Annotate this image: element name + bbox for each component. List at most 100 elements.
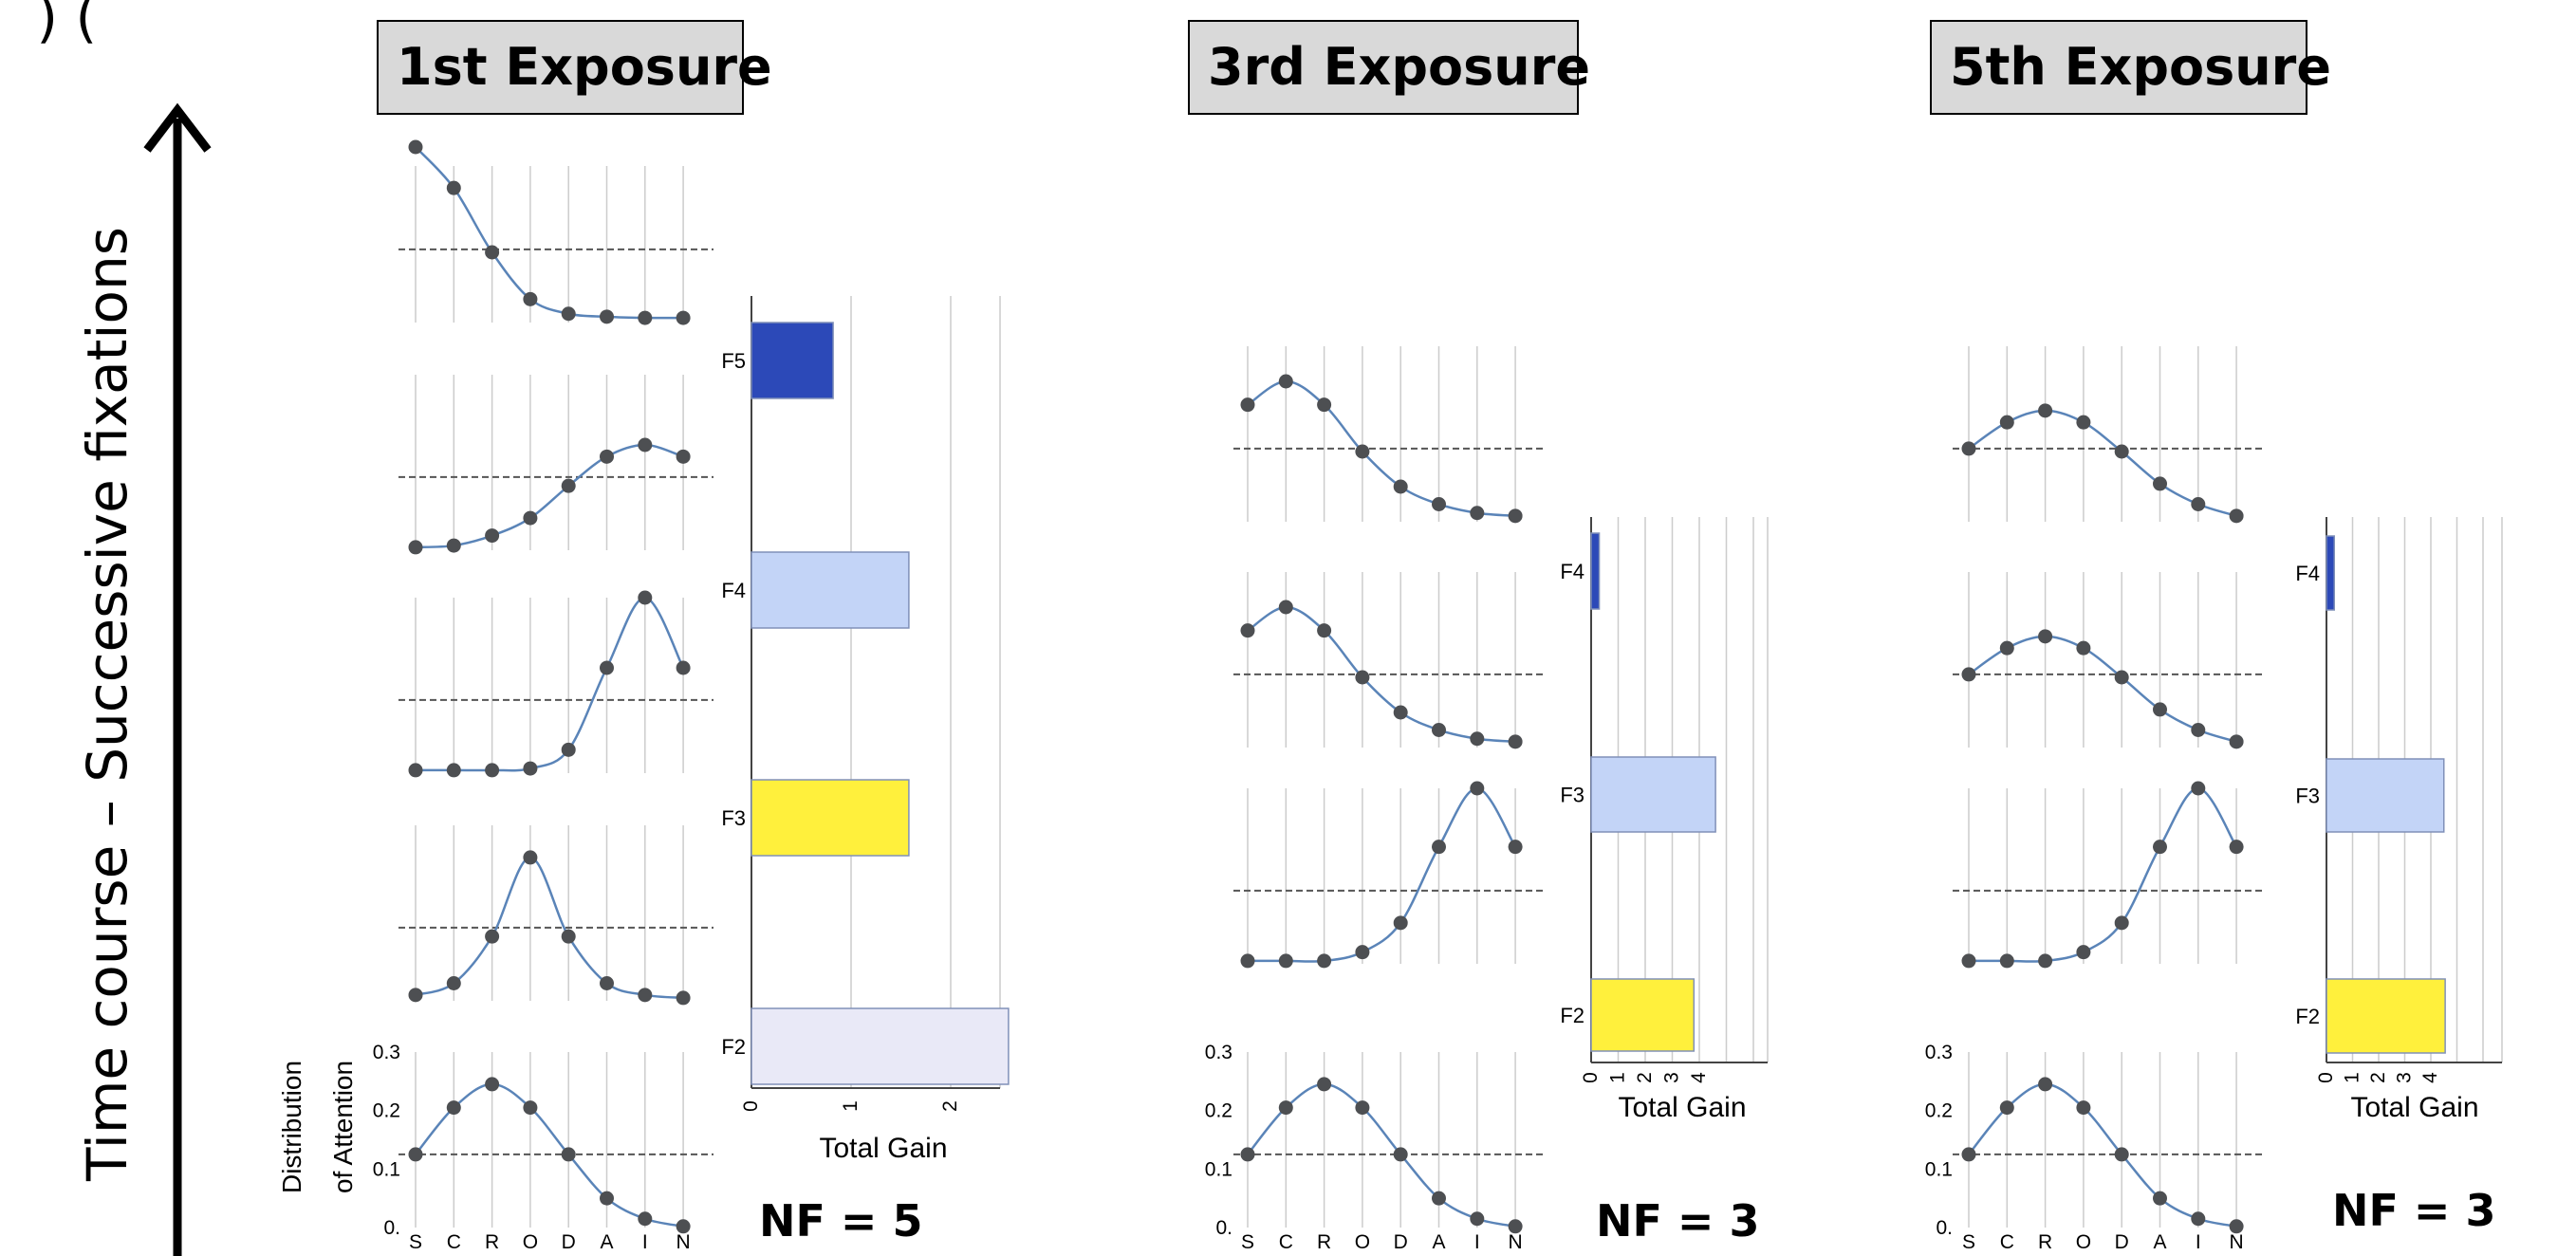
x-tick-label: O (523, 1231, 538, 1253)
data-point (485, 528, 500, 544)
attention-curve (1968, 786, 2238, 963)
bar-x-tick-label: 3 (2394, 1072, 2416, 1083)
gain-bar-f4 (2326, 535, 2335, 611)
data-point (2153, 840, 2167, 855)
data-point (1317, 623, 1332, 638)
data-point (2114, 1147, 2129, 1162)
bar-category-label: F3 (2295, 785, 2320, 808)
x-tick-label: N (2230, 1231, 2244, 1253)
data-point (638, 988, 653, 1003)
fixation-subplot-f4 (398, 375, 713, 555)
bar-x-tick-label: 1 (2342, 1072, 2363, 1083)
data-point (1470, 506, 1485, 521)
attention-curve (415, 443, 684, 549)
bar-category-label: F3 (721, 806, 746, 830)
bar-x-tick-label: 4 (1688, 1072, 1710, 1083)
x-tick-label: R (1317, 1231, 1331, 1253)
y-axis-label-line2: of Attention (328, 1061, 358, 1193)
nf-label: NF = 5 (759, 1195, 923, 1247)
bar-category-label: F4 (1560, 560, 1585, 583)
y-tick-label: 0.2 (1205, 1100, 1232, 1122)
nf-label: NF = 3 (1596, 1195, 1760, 1247)
panel-1: 1st Exposure S C R O D A I N 0. 0.1 0.2 0.3 Distribut… (277, 20, 1010, 1253)
bar-x-tick-label: 2 (2367, 1072, 2389, 1083)
panel-3: 5th Exposure S C R O D A I N 0. 0.1 0.2 0.3 F4 F3 F2 0 1 2… (1925, 20, 2503, 1253)
x-tick-label: S (1241, 1231, 1254, 1253)
x-tick-label: A (1432, 1231, 1445, 1253)
x-tick-label: C (2000, 1231, 2014, 1253)
data-point (2191, 497, 2206, 511)
bar-category-label: F4 (721, 579, 746, 602)
data-point (446, 180, 461, 195)
data-point (1961, 953, 1976, 969)
data-point (408, 1147, 423, 1162)
data-point (600, 449, 614, 464)
data-point (1961, 441, 1976, 456)
x-tick-label: D (562, 1231, 576, 1253)
data-point (2076, 640, 2091, 656)
panel-title-box (1930, 20, 2307, 115)
axis-title: Time course – Successive fixations (75, 227, 139, 1182)
data-point (1999, 1100, 2014, 1116)
data-point (1999, 415, 2014, 430)
data-point (600, 1191, 614, 1206)
header-fragment: ) ( (19, 0, 97, 49)
y-tick-label: 0.3 (1205, 1042, 1232, 1063)
data-point (2153, 1191, 2167, 1206)
fixation-subplot-f3 (398, 590, 713, 778)
data-point (1432, 497, 1446, 511)
bar-x-tick-label: 0 (2315, 1072, 2337, 1083)
data-point (1240, 623, 1255, 638)
data-point (561, 929, 576, 944)
x-tick-label: S (409, 1231, 422, 1253)
bar-category-label: F2 (721, 1035, 746, 1059)
data-point (2229, 840, 2244, 855)
fixation-subplot-f1 (1233, 1052, 1547, 1234)
data-point (446, 1100, 461, 1116)
x-tick-label: I (1474, 1231, 1480, 1253)
x-tick-label: C (447, 1231, 461, 1253)
bar-category-label: F4 (2295, 562, 2320, 585)
data-point (1999, 953, 2014, 969)
fixation-subplot-f2 (1233, 781, 1547, 969)
data-point (2191, 1211, 2206, 1227)
x-tick-label: C (1279, 1231, 1293, 1253)
attention-curve (415, 146, 684, 320)
data-point (485, 929, 500, 944)
data-point (2191, 781, 2206, 796)
data-point (485, 245, 500, 260)
x-tick-label: R (485, 1231, 499, 1253)
time-axis-arrow (143, 102, 212, 1256)
fixation-subplot-f1 (1953, 1052, 2266, 1234)
bar-x-tick-label: 0 (1580, 1072, 1602, 1083)
data-point (2114, 444, 2129, 459)
fixation-subplot-f5 (398, 139, 713, 325)
bar-x-tick-label: 2 (939, 1100, 961, 1112)
x-tick-label: A (600, 1231, 613, 1253)
data-point (676, 990, 691, 1006)
data-point (600, 660, 614, 675)
bar-x-axis-label: Total Gain (819, 1133, 947, 1164)
fixation-subplot-f2 (1953, 781, 2266, 969)
panel-2: 3rd Exposure S C R O D A I N 0. 0.1 0.2 0.3 F4 F3 F2 0 1 2… (1188, 20, 1769, 1253)
data-point (446, 763, 461, 778)
data-point (523, 1100, 538, 1116)
gain-bar-f5 (751, 322, 834, 399)
data-point (408, 763, 423, 778)
fixation-subplot-f3 (1953, 572, 2266, 749)
bar-x-tick-label: 0 (740, 1100, 762, 1112)
data-point (2153, 476, 2167, 491)
gain-bar-f2 (1590, 978, 1696, 1052)
gain-bar-f2 (751, 1007, 1010, 1085)
data-point (1508, 1219, 1523, 1234)
attention-curve (415, 856, 684, 1000)
fixation-subplot-f2 (398, 825, 713, 1006)
data-point (523, 850, 538, 865)
total-gain-chart: F5 F4 F3 F2 0 1 2 Total Gain (721, 296, 1010, 1164)
data-point (523, 761, 538, 776)
y-tick-label: 0. (383, 1217, 400, 1239)
data-point (1240, 1147, 1255, 1162)
data-point (2076, 415, 2091, 430)
gain-bar-f3 (1590, 756, 1716, 833)
